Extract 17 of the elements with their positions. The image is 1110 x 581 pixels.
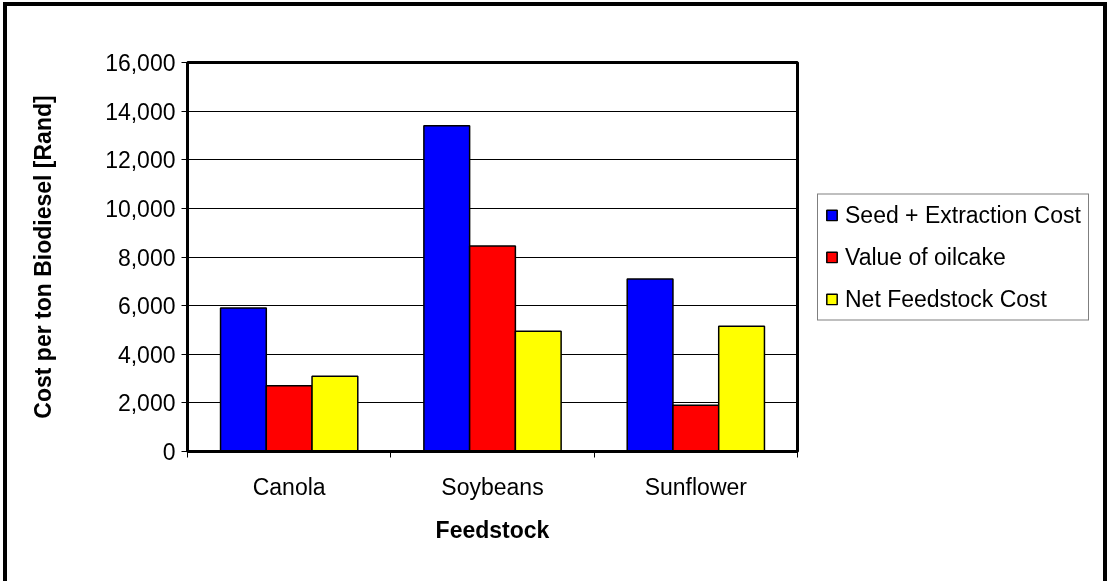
y-tick-label: 14,000 [105, 98, 176, 125]
y-tick-label: 12,000 [105, 147, 176, 174]
legend-label: Net Feedstock Cost [845, 285, 1047, 312]
y-tick-label: 0 [162, 439, 176, 465]
y-tick-label: 2,000 [117, 390, 176, 417]
y-tick-label: 8,000 [117, 244, 176, 271]
legend-label: Value of oilcake [845, 243, 1006, 270]
y-axis-title: Cost per ton Biodiesel [Rand] [30, 95, 57, 419]
x-tick-label: Canola [252, 473, 326, 500]
y-tick-label: 10,000 [105, 195, 176, 222]
y-tick-label: 16,000 [105, 50, 176, 76]
y-tick-label: 4,000 [117, 341, 176, 368]
x-axis-title: Feedstock [435, 516, 550, 543]
y-tick-label: 6,000 [117, 293, 176, 320]
x-tick-label: Sunflower [644, 473, 748, 500]
x-tick-label: Soybeans [441, 473, 544, 500]
legend-label: Seed + Extraction Cost [845, 201, 1081, 228]
